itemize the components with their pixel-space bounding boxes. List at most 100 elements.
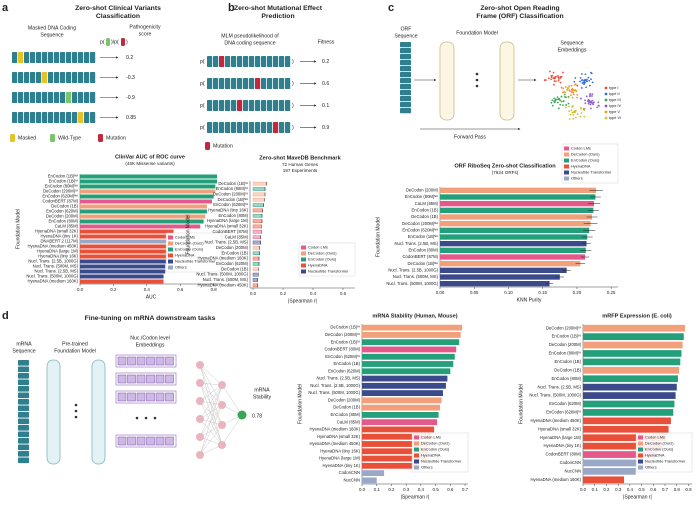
bar [80, 239, 171, 244]
token [72, 52, 78, 63]
embedding-dot [573, 110, 576, 113]
legend-label: Mutation [213, 143, 233, 149]
y-tick-label: DeCodon (1B) [554, 367, 581, 372]
y-tick-label: HyenaDNA (small 32K) [205, 224, 249, 229]
y-tick-label: CaLM (85M) [337, 419, 361, 424]
x-tick-label: 0.0 [580, 487, 587, 492]
nn-edge [199, 384, 223, 456]
x-tick-label: 0.05 [470, 290, 479, 295]
bar [440, 207, 594, 213]
y-tick-label: DeCodon (200M) [406, 187, 439, 192]
y-tick-label: Nucl. Trans. (500M, 1000G) [308, 390, 360, 395]
token [255, 78, 261, 89]
token [207, 122, 213, 133]
token [243, 56, 249, 67]
diagram-label: mRNA [16, 341, 32, 347]
ratio-text: ) [126, 39, 128, 45]
legend-swatch [564, 158, 569, 163]
embedding-dot [572, 117, 575, 120]
panel-letter: d [2, 310, 9, 322]
token [261, 122, 267, 133]
y-tick-label: NucCNN [564, 468, 581, 473]
y-tick-label: Nucl. Trans. (500M, MS) [203, 277, 249, 282]
score: 0.9 [322, 125, 329, 131]
ratio-text: )/p( [111, 39, 119, 45]
embedding-dot [543, 79, 546, 82]
x-tick-label: 0.6 [447, 487, 454, 492]
bar [362, 404, 441, 411]
legend-swatch [564, 164, 569, 169]
legend-label: Wild-Type [58, 135, 81, 141]
x-tick-label: 0.00 [436, 290, 445, 295]
bar [583, 341, 683, 349]
nn-edge [199, 384, 223, 402]
model-block [91, 359, 106, 465]
bar [80, 209, 207, 214]
y-tick-label: EnCodon (620M) [328, 368, 360, 373]
y-tick-label: HyenaDNA (tiny 16K) [38, 254, 78, 259]
wrap-text: p( [200, 125, 205, 131]
embedding-dot [552, 77, 555, 80]
embedding-cell [136, 392, 146, 402]
token [400, 108, 411, 114]
bar [362, 412, 439, 418]
embedding-cell [146, 374, 155, 384]
token [243, 122, 249, 133]
bar [80, 234, 172, 239]
y-tick-label: HyenaDNA (medium 450K) [530, 418, 581, 423]
bar [362, 339, 460, 346]
y-tick-label: EnCodon (80M)ᶠᴬ [216, 186, 249, 191]
legend-label: type IV [609, 103, 622, 108]
embedding-cell [136, 436, 146, 446]
nn-edge [199, 384, 223, 438]
x-tick-label: 0.0 [359, 487, 366, 492]
bar [80, 199, 212, 204]
y-tick-label: DeCodon (1B)ᴺᴬ [218, 197, 249, 202]
bar [440, 247, 586, 253]
ellipsis-dot [475, 84, 479, 88]
embedding-cell [117, 436, 127, 446]
nn-edge [199, 364, 223, 426]
y-tick-label: HyenaDNA (large 1M) [319, 456, 361, 461]
embedding-dot [563, 93, 566, 96]
embedding-dot [584, 102, 587, 105]
token [18, 451, 29, 457]
bar [80, 204, 207, 209]
bar [362, 419, 438, 426]
bar [440, 201, 595, 207]
token [219, 56, 225, 67]
y-tick-label: HyenaDNA (small 32K) [35, 229, 79, 234]
embedding-dot [572, 93, 575, 96]
y-tick-label: DeCodon (200M)ᶠᴬ [325, 332, 360, 337]
token [90, 72, 96, 83]
legend-swatch [168, 241, 173, 246]
diagram-label: Embeddings [136, 342, 165, 348]
x-tick-label: 0.15 [538, 290, 547, 295]
embedding-dot [590, 100, 592, 103]
token [54, 72, 60, 83]
diagram-label: Pathogenicity [129, 24, 161, 30]
token [48, 92, 54, 103]
embedding-dot [591, 93, 594, 96]
token [18, 438, 29, 444]
x-tick-label: 0.2 [280, 291, 287, 296]
embedding-cell [117, 374, 127, 384]
y-tick-label: EnCodon (1B)ᶠᴬ [49, 179, 78, 184]
bar [583, 476, 625, 484]
y-tick-label: DeCodon (200M) [549, 342, 582, 347]
token [255, 56, 261, 67]
token [18, 92, 24, 103]
token [72, 112, 78, 123]
x-axis-label: |Spearman r| [623, 494, 652, 500]
y-tick-label: DeCodon (1B) [221, 266, 248, 271]
token [36, 52, 42, 63]
diagram-label: ORF [401, 26, 412, 32]
token [231, 78, 237, 89]
embedding-cell [165, 392, 174, 402]
y-tick-label: EnCodon (80M) [218, 213, 248, 218]
nn-edge [199, 400, 223, 446]
token [42, 112, 48, 123]
bar [362, 426, 435, 433]
x-axis-label: |Spearman r| [288, 298, 317, 304]
y-tick-label: CaLM (85M) [55, 224, 79, 229]
